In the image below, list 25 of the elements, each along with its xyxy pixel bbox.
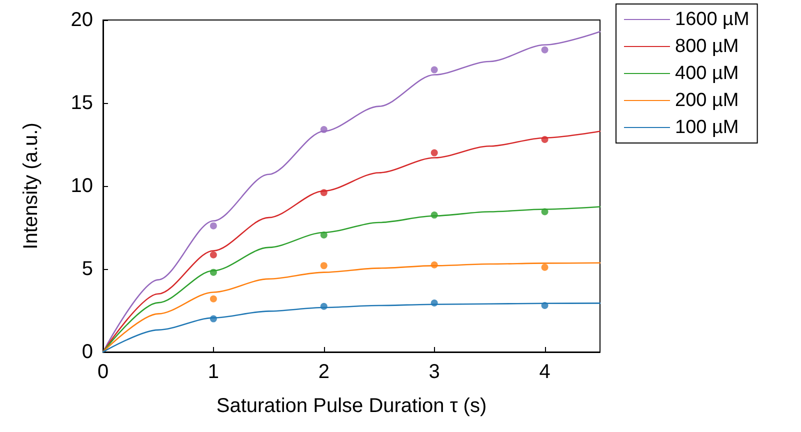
y-axis-title: Intensity (a.u.) xyxy=(20,122,42,250)
x-tick-label: 2 xyxy=(318,361,330,383)
point xyxy=(430,149,438,156)
point xyxy=(541,46,548,54)
point xyxy=(210,251,217,258)
point xyxy=(430,66,438,74)
y-tick-label: 10 xyxy=(70,175,93,197)
y-tick-label: 5 xyxy=(82,258,93,280)
legend-label: 200 µM xyxy=(675,90,739,111)
point xyxy=(541,264,548,271)
x-axis-title: Saturation Pulse Duration τ (s) xyxy=(216,395,487,417)
x-tick-label: 1 xyxy=(208,361,220,383)
legend-label: 400 µM xyxy=(675,63,739,84)
y-tick-label: 15 xyxy=(70,92,93,114)
x-tick-label: 4 xyxy=(539,361,550,383)
legend-label: 100 µM xyxy=(675,117,739,138)
point xyxy=(210,295,217,302)
y-tick-label: 0 xyxy=(82,341,93,363)
legend-label: 1600 µM xyxy=(675,9,750,30)
point xyxy=(210,222,217,230)
x-tick-label: 0 xyxy=(97,361,109,383)
point xyxy=(320,262,328,270)
x-tick-label: 3 xyxy=(428,361,440,383)
y-tick-label: 20 xyxy=(70,9,93,31)
legend-label: 800 µM xyxy=(675,36,739,57)
